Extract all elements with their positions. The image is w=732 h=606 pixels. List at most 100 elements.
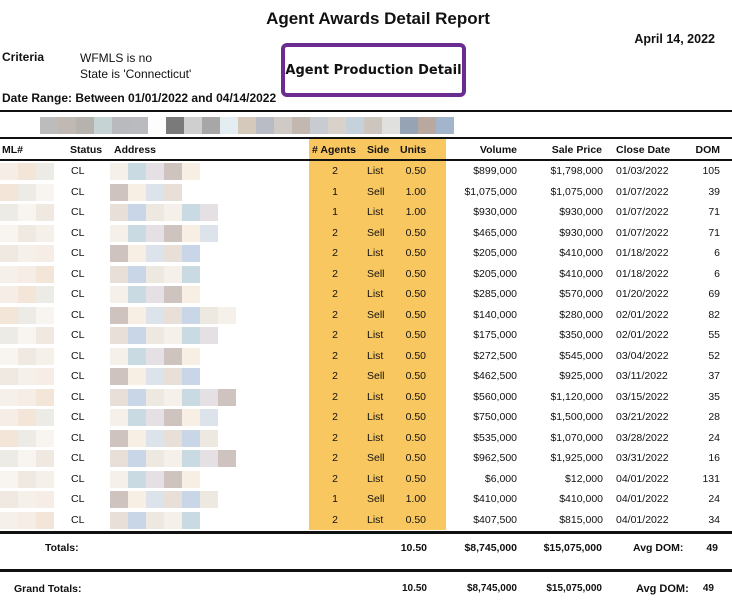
cell-side: Sell (367, 452, 385, 464)
table-row: CL 1 Sell 1.00 $1,075,000 $1,075,000 01/07/202… (0, 184, 732, 201)
cell-side: List (367, 329, 384, 341)
cell-close-date: 03/28/2022 (616, 432, 669, 444)
header-units: Units (400, 144, 427, 156)
totals-avg-dom-label: Avg DOM: (633, 542, 684, 554)
cell-side: Sell (367, 227, 385, 239)
cell-close-date: 03/31/2022 (616, 452, 669, 464)
cell-units: 1.00 (405, 493, 426, 505)
cell-side: List (367, 473, 384, 485)
cell-sale-price: $350,000 (559, 329, 603, 341)
redacted-address (110, 512, 200, 529)
table-row: CL 2 Sell 0.50 $465,000 $930,000 01/07/2022 71 (0, 225, 732, 242)
cell-sale-price: $410,000 (559, 493, 603, 505)
redacted-address (110, 389, 236, 406)
cell-agents: 2 (332, 329, 338, 341)
table-row: CL 2 List 0.50 $175,000 $350,000 02/01/2022 55 (0, 327, 732, 344)
cell-units: 0.50 (405, 288, 426, 300)
cell-units: 0.50 (405, 247, 426, 259)
report-title: Agent Awards Detail Report (266, 9, 490, 28)
cell-dom: 24 (708, 432, 720, 444)
header-sale-price: Sale Price (551, 144, 602, 156)
cell-units: 0.50 (405, 411, 426, 423)
redacted-agent-name (40, 117, 454, 134)
cell-side: List (367, 288, 384, 300)
cell-sale-price: $1,075,000 (550, 186, 603, 198)
grand-totals-units: 10.50 (401, 583, 427, 594)
totals-units: 10.50 (400, 542, 427, 554)
redacted-address (110, 286, 200, 303)
cell-units: 1.00 (405, 206, 426, 218)
table-row: CL 2 List 0.50 $272,500 $545,000 03/04/2022 52 (0, 348, 732, 365)
table-row: CL 2 List 0.50 $6,000 $12,000 04/01/2022 131 (0, 471, 732, 488)
grand-totals-volume: $8,745,000 (466, 583, 517, 594)
cell-agents: 2 (332, 452, 338, 464)
cell-close-date: 01/07/2022 (616, 186, 669, 198)
redacted-ml-number (0, 512, 54, 529)
table-header: ML# Status Address # Agents Side Units V… (0, 144, 732, 158)
cell-close-date: 03/04/2022 (616, 350, 669, 362)
cell-volume: $1,075,000 (464, 186, 517, 198)
redacted-ml-number (0, 266, 54, 283)
header-dom: DOM (695, 144, 721, 156)
cell-status: CL (71, 186, 85, 198)
cell-units: 0.50 (405, 350, 426, 362)
redacted-ml-number (0, 163, 54, 180)
cell-units: 0.50 (405, 432, 426, 444)
cell-status: CL (71, 288, 85, 300)
redacted-ml-number (0, 184, 54, 201)
cell-sale-price: $1,925,000 (550, 452, 603, 464)
cell-status: CL (71, 370, 85, 382)
cell-close-date: 02/01/2022 (616, 309, 669, 321)
header-ml: ML# (2, 144, 23, 156)
table-row: CL 2 Sell 0.50 $962,500 $1,925,000 03/31/2022 1… (0, 450, 732, 467)
totals-volume: $8,745,000 (464, 542, 517, 554)
redacted-address (110, 307, 236, 324)
header-volume: Volume (479, 144, 517, 156)
criteria-list: WFMLS is no State is 'Connecticut' (80, 50, 191, 82)
cell-side: List (367, 165, 384, 177)
cell-volume: $560,000 (473, 391, 517, 403)
cell-dom: 71 (708, 206, 720, 218)
cell-close-date: 04/01/2022 (616, 514, 669, 526)
cell-agents: 2 (332, 227, 338, 239)
header-side: Side (367, 144, 390, 156)
cell-units: 0.50 (405, 391, 426, 403)
cell-dom: 37 (708, 370, 720, 382)
cell-dom: 69 (708, 288, 720, 300)
totals-row: Totals: 10.50 $8,745,000 $15,075,000 Avg… (0, 542, 732, 556)
cell-close-date: 04/01/2022 (616, 493, 669, 505)
table-row: CL 2 List 0.50 $285,000 $570,000 01/20/2022 69 (0, 286, 732, 303)
table-row: CL 2 List 0.50 $899,000 $1,798,000 01/03/2022 1… (0, 163, 732, 180)
redacted-address (110, 184, 182, 201)
cell-close-date: 04/01/2022 (616, 473, 669, 485)
cell-sale-price: $1,070,000 (550, 432, 603, 444)
cell-side: Sell (367, 186, 385, 198)
cell-dom: 34 (708, 514, 720, 526)
cell-side: Sell (367, 370, 385, 382)
table-row: CL 2 Sell 0.50 $205,000 $410,000 01/18/2022 6 (0, 266, 732, 283)
cell-dom: 35 (708, 391, 720, 403)
cell-close-date: 03/21/2022 (616, 411, 669, 423)
cell-agents: 2 (332, 411, 338, 423)
cell-units: 0.50 (405, 268, 426, 280)
cell-close-date: 03/11/2022 (616, 370, 668, 382)
cell-status: CL (71, 473, 85, 485)
cell-close-date: 01/20/2022 (616, 288, 669, 300)
cell-side: Sell (367, 493, 385, 505)
redacted-address (110, 348, 200, 365)
cell-volume: $930,000 (473, 206, 517, 218)
cell-volume: $899,000 (473, 165, 517, 177)
cell-dom: 52 (708, 350, 720, 362)
cell-dom: 71 (708, 227, 720, 239)
redacted-ml-number (0, 409, 54, 426)
cell-dom: 105 (702, 165, 720, 177)
divider (0, 569, 732, 572)
cell-volume: $140,000 (473, 309, 517, 321)
grand-totals-row: Grand Totals: 10.50 $8,745,000 $15,075,0… (0, 583, 732, 597)
cell-dom: 82 (708, 309, 720, 321)
cell-agents: 1 (332, 186, 338, 198)
cell-sale-price: $12,000 (565, 473, 603, 485)
cell-units: 0.50 (405, 329, 426, 341)
redacted-ml-number (0, 225, 54, 242)
cell-volume: $407,500 (473, 514, 517, 526)
